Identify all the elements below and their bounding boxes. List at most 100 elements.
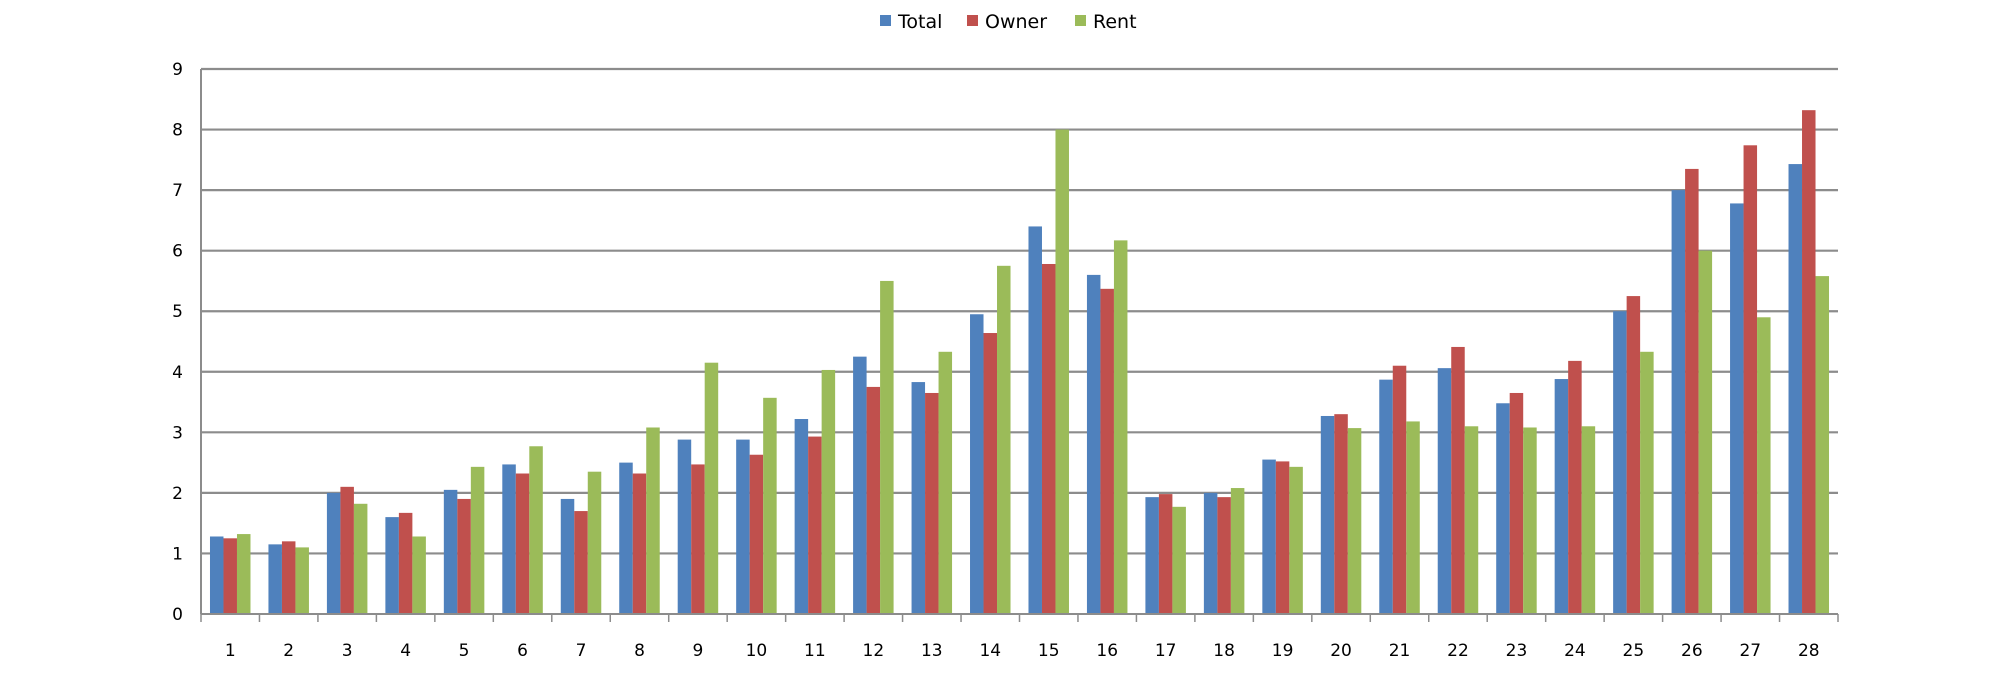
y-tick-label-9: 9 [172,60,183,80]
bar-rent-12 [880,280,894,614]
bar-rent-9 [704,362,719,614]
bar-owner-25 [1626,296,1641,614]
bar-rent-27 [1757,317,1771,614]
y-tick-label-2: 2 [172,484,183,504]
x-tick-label-22: 22 [1447,641,1469,661]
y-tick-label-4: 4 [172,363,183,383]
bar-rent-15 [1055,129,1069,614]
bar-total-5 [443,489,458,614]
x-tick-label-5: 5 [459,641,470,661]
bar-total-8 [619,462,633,614]
bar-rent-16 [1113,240,1128,614]
bar-total-22 [1437,368,1452,614]
bar-owner-3 [340,486,354,614]
bar-total-23 [1496,403,1510,614]
bar-rent-7 [587,471,602,614]
bar-rent-6 [529,446,543,614]
bar-total-28 [1788,164,1803,614]
bar-rent-19 [1289,466,1303,614]
x-tick-label-23: 23 [1506,641,1528,661]
x-tick-label-10: 10 [746,641,768,661]
x-tick-label-2: 2 [283,641,294,661]
bar-owner-27 [1743,145,1758,615]
bar-total-4 [385,517,399,614]
x-tick-label-27: 27 [1739,641,1761,661]
bar-rent-21 [1406,421,1420,614]
x-tick-label-25: 25 [1623,641,1645,661]
x-tick-label-1: 1 [225,641,236,661]
x-tick-label-3: 3 [342,641,353,661]
bar-total-9 [677,439,692,614]
legend-label-owner: Owner [985,11,1047,33]
x-tick-label-19: 19 [1272,641,1294,661]
bar-rent-17 [1172,506,1186,614]
bar-rent-13 [938,351,953,614]
bar-total-2 [268,544,282,614]
bar-rent-8 [646,427,660,614]
legend-swatch-total [880,15,891,26]
bar-rent-4 [412,536,426,614]
bar-owner-17 [1158,494,1173,614]
y-tick-label-3: 3 [172,423,183,443]
bar-owner-15 [1041,263,1056,614]
bar-total-16 [1086,274,1101,614]
x-tick-label-15: 15 [1038,641,1060,661]
bar-total-18 [1203,492,1218,614]
bar-owner-23 [1509,392,1524,614]
bar-rent-2 [295,547,309,614]
bar-total-20 [1320,415,1335,614]
x-tick-label-28: 28 [1798,641,1820,661]
bar-owner-1 [223,538,237,614]
y-tick-label-8: 8 [172,121,183,141]
y-tick-label-1: 1 [172,544,183,564]
x-tick-label-17: 17 [1155,641,1177,661]
bar-rent-5 [470,466,485,614]
legend-label-total: Total [897,11,942,33]
x-tick-label-14: 14 [979,641,1001,661]
x-tick-label-7: 7 [576,641,587,661]
bar-total-19 [1262,459,1276,614]
bar-rent-22 [1464,426,1479,614]
y-tick-label-6: 6 [172,242,183,262]
x-tick-label-6: 6 [517,641,528,661]
bar-total-12 [853,356,867,614]
bar-total-11 [794,419,809,614]
x-tick-label-9: 9 [693,641,704,661]
bar-total-25 [1613,311,1627,614]
bar-owner-13 [925,392,939,614]
bar-owner-26 [1685,168,1699,615]
x-tick-label-16: 16 [1096,641,1118,661]
bar-rent-26 [1698,250,1713,615]
bar-owner-2 [281,541,296,614]
bar-rent-20 [1347,428,1362,614]
x-tick-label-18: 18 [1213,641,1235,661]
x-tick-label-21: 21 [1389,641,1411,661]
y-tick-label-5: 5 [172,302,183,322]
x-tick-label-4: 4 [400,641,411,661]
bar-owner-8 [632,473,647,614]
x-tick-label-20: 20 [1330,641,1352,661]
bar-rent-28 [1815,276,1830,614]
x-tick-label-24: 24 [1564,641,1586,661]
bar-owner-21 [1392,365,1407,614]
bar-owner-14 [983,333,998,614]
bar-rent-1 [236,534,251,614]
bar-owner-22 [1451,346,1465,614]
bar-rent-10 [763,397,777,614]
bar-owner-4 [398,512,413,614]
y-tick-labels: 0 1 2 3 4 5 6 7 8 9 [172,60,183,625]
bar-total-10 [736,439,750,614]
bar-total-6 [502,464,516,614]
bar-owner-16 [1100,288,1114,614]
bar-rent-25 [1640,351,1654,614]
bar-owner-28 [1802,110,1816,615]
legend-label-rent: Rent [1093,11,1137,33]
bar-rent-3 [353,503,368,614]
x-tick-label-12: 12 [863,641,885,661]
bar-total-15 [1028,226,1042,614]
legend: Total Owner Rent [880,11,1137,33]
bar-rent-11 [821,369,836,614]
legend-swatch-rent [1075,15,1086,26]
bar-rent-24 [1581,426,1596,614]
